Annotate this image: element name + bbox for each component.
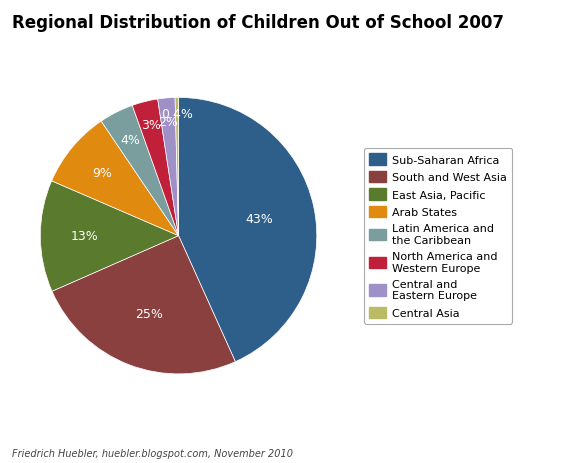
Text: Friedrich Huebler, huebler.blogspot.com, November 2010: Friedrich Huebler, huebler.blogspot.com,… bbox=[12, 448, 293, 458]
Text: Regional Distribution of Children Out of School 2007: Regional Distribution of Children Out of… bbox=[12, 14, 503, 32]
Wedge shape bbox=[40, 181, 179, 292]
Text: 4%: 4% bbox=[120, 134, 140, 147]
Wedge shape bbox=[52, 236, 236, 374]
Wedge shape bbox=[101, 106, 179, 236]
Wedge shape bbox=[52, 122, 179, 236]
Text: 43%: 43% bbox=[246, 212, 274, 225]
Text: 0.4%: 0.4% bbox=[161, 108, 193, 121]
Text: 2%: 2% bbox=[158, 116, 179, 129]
Text: 3%: 3% bbox=[141, 119, 161, 131]
Wedge shape bbox=[175, 98, 179, 236]
Text: 25%: 25% bbox=[135, 307, 163, 320]
Wedge shape bbox=[158, 98, 179, 236]
Text: 13%: 13% bbox=[71, 230, 98, 243]
Legend: Sub-Saharan Africa, South and West Asia, East Asia, Pacific, Arab States, Latin : Sub-Saharan Africa, South and West Asia,… bbox=[364, 148, 512, 324]
Wedge shape bbox=[132, 100, 179, 236]
Wedge shape bbox=[179, 98, 317, 362]
Text: 9%: 9% bbox=[92, 166, 112, 179]
